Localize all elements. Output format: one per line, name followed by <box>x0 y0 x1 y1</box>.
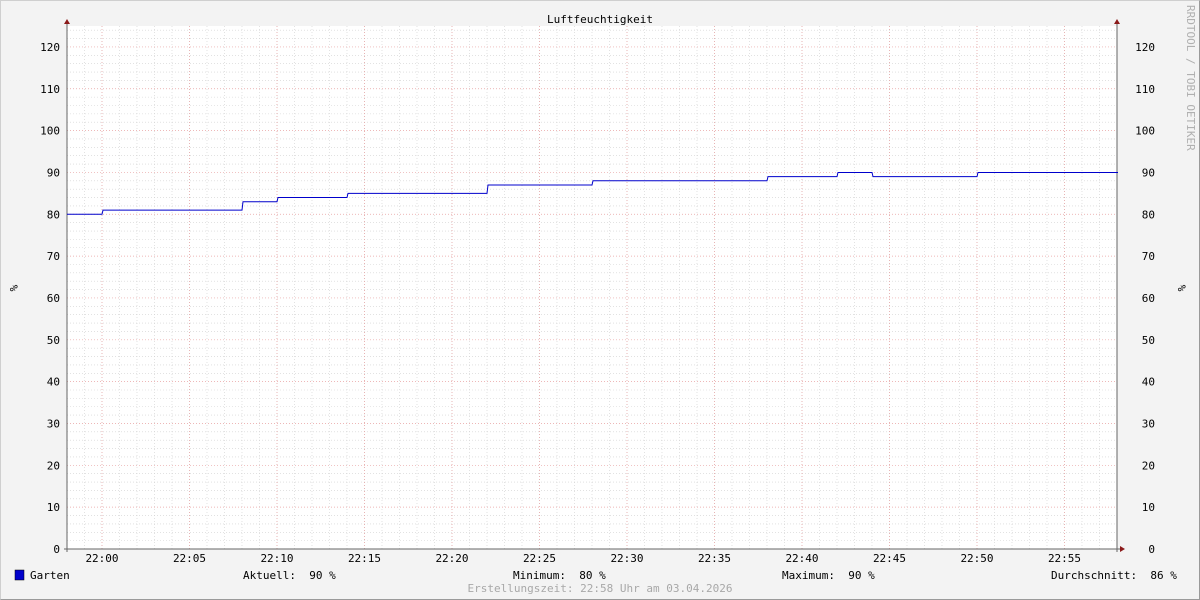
y-tick-label-right: 70 <box>1142 250 1155 263</box>
y-tick-label-right: 10 <box>1142 501 1155 514</box>
y-tick-label-left: 80 <box>47 208 60 221</box>
y-tick-label-right: 90 <box>1142 166 1155 179</box>
y-tick-label-left: 10 <box>47 501 60 514</box>
y-axis-label-right: % <box>1175 285 1188 292</box>
y-tick-label-right: 110 <box>1135 83 1155 96</box>
y-tick-label-left: 70 <box>47 250 60 263</box>
legend-series-name: Garten <box>30 569 70 582</box>
y-axis-label-left: % <box>7 285 20 292</box>
y-tick-label-left: 40 <box>47 376 60 389</box>
legend-swatch <box>14 569 25 581</box>
footer-timestamp: Erstellungszeit: 22:58 Uhr am 03.04.2026 <box>468 582 733 595</box>
x-tick-label: 22:35 <box>698 552 731 565</box>
y-tick-label-right: 100 <box>1135 125 1155 138</box>
legend-current: Aktuell: 90 % <box>243 569 336 582</box>
chart-title: Luftfeuchtigkeit <box>547 13 653 26</box>
legend-maximum: Maximum: 90 % <box>782 569 875 582</box>
x-tick-label: 22:45 <box>873 552 906 565</box>
y-tick-label-right: 20 <box>1142 459 1155 472</box>
y-tick-label-right: 60 <box>1142 292 1155 305</box>
y-tick-label-left: 110 <box>40 83 60 96</box>
x-axis-arrow <box>1120 546 1125 552</box>
y-tick-label-left: 20 <box>47 459 60 472</box>
x-tick-label: 22:30 <box>610 552 643 565</box>
legend-minimum: Minimum: 80 % <box>513 569 606 582</box>
series-line-garten <box>67 171 1118 215</box>
y-tick-label-left: 0 <box>53 543 60 556</box>
y-tick-label-left: 100 <box>40 125 60 138</box>
y-tick-label-left: 90 <box>47 166 60 179</box>
x-tick-label: 22:00 <box>85 552 118 565</box>
y-tick-label-right: 50 <box>1142 334 1155 347</box>
y-tick-label-right: 0 <box>1148 543 1155 556</box>
y-axis-arrow-right <box>1114 19 1120 24</box>
y-axis-arrow-left <box>64 19 70 24</box>
x-tick-label: 22:10 <box>260 552 293 565</box>
y-tick-label-left: 60 <box>47 292 60 305</box>
x-tick-label: 22:20 <box>435 552 468 565</box>
watermark: RRDTOOL / TOBI OETIKER <box>1184 5 1197 151</box>
legend-average: Durchschnitt: 86 % <box>1051 569 1177 582</box>
y-tick-label-right: 80 <box>1142 208 1155 221</box>
x-tick-label: 22:25 <box>523 552 556 565</box>
x-tick-label: 22:05 <box>173 552 206 565</box>
y-tick-label-right: 120 <box>1135 41 1155 54</box>
y-tick-label-right: 40 <box>1142 376 1155 389</box>
x-tick-label: 22:55 <box>1048 552 1081 565</box>
y-tick-label-left: 50 <box>47 334 60 347</box>
x-tick-label: 22:40 <box>785 552 818 565</box>
y-tick-label-left: 120 <box>40 41 60 54</box>
y-tick-label-left: 30 <box>47 417 60 430</box>
x-tick-label: 22:50 <box>960 552 993 565</box>
y-tick-label-right: 30 <box>1142 417 1155 430</box>
x-tick-label: 22:15 <box>348 552 381 565</box>
